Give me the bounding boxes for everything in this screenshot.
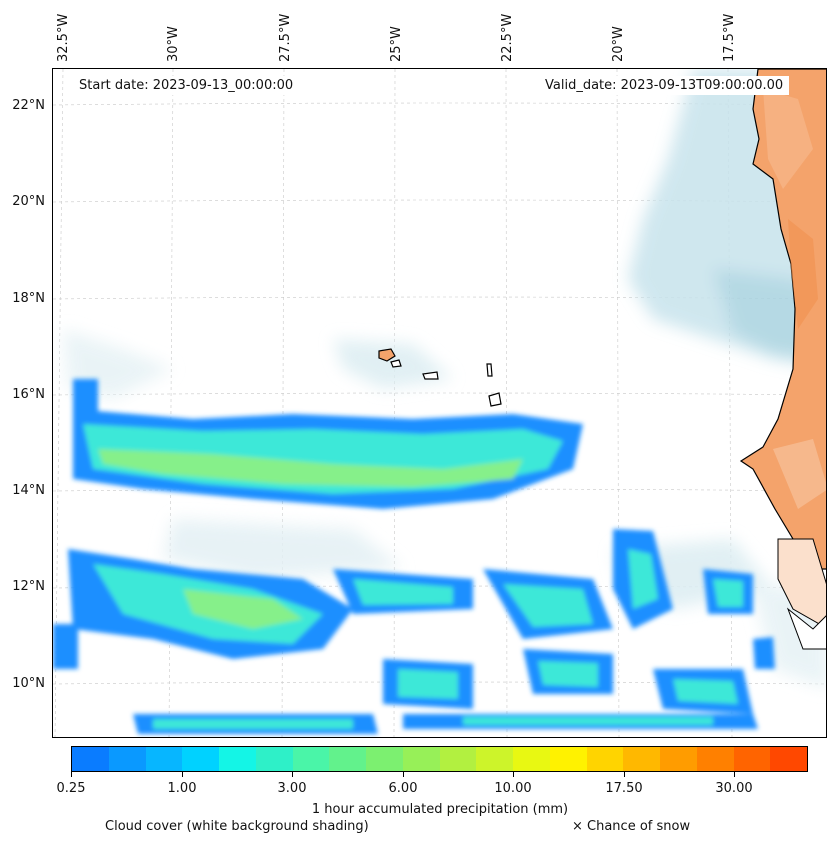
colorbar-label: 10.00 <box>494 781 532 796</box>
cloud-cover-note: Cloud cover (white background shading) <box>105 819 369 834</box>
colorbar-segment <box>292 747 330 771</box>
lat-label: 10°N <box>12 676 45 691</box>
colorbar-segment <box>586 747 624 771</box>
colorbar-segment <box>476 747 513 771</box>
colorbar-label: 30.00 <box>715 781 753 796</box>
lat-label: 14°N <box>12 483 45 498</box>
colorbar-label: 3.00 <box>277 781 307 796</box>
lat-label: 18°N <box>12 291 45 306</box>
colorbar-label: 0.25 <box>56 781 86 796</box>
colorbar-label: 1.00 <box>167 781 197 796</box>
lon-label: 17.5°W <box>722 13 737 62</box>
lon-label: 22.5°W <box>500 13 515 62</box>
colorbar-segment <box>182 747 219 771</box>
lon-label: 20°W <box>611 26 626 62</box>
colorbar-title: 1 hour accumulated precipitation (mm) <box>311 802 569 817</box>
colorbar-segment <box>329 747 366 771</box>
precipitation-map[interactable] <box>52 68 827 738</box>
colorbar-segment <box>660 747 697 771</box>
lat-label: 20°N <box>12 194 45 209</box>
colorbar-segment <box>733 747 771 771</box>
colorbar-tick <box>734 772 735 777</box>
colorbar-tick <box>71 772 72 777</box>
lon-label: 30°W <box>166 26 181 62</box>
colorbar-label: 17.50 <box>605 781 643 796</box>
colorbar-segment <box>108 747 146 771</box>
map-canvas <box>53 69 826 737</box>
snow-note: × Chance of snow <box>572 819 691 834</box>
start-date: Start date: 2023-09-13_00:00:00 <box>73 76 300 95</box>
colorbar-tick <box>513 772 514 777</box>
colorbar-segment <box>145 747 183 771</box>
colorbar-segment <box>513 747 550 771</box>
colorbar-segment <box>770 747 807 771</box>
colorbar-tick <box>182 772 183 777</box>
colorbar-segment <box>72 747 109 771</box>
lat-label: 22°N <box>12 98 45 113</box>
precipitation-field <box>53 379 775 734</box>
colorbar-segment <box>696 747 734 771</box>
lat-label: 16°N <box>12 387 45 402</box>
colorbar-label: 6.00 <box>388 781 418 796</box>
colorbar-segment <box>255 747 293 771</box>
colorbar-tick <box>292 772 293 777</box>
lat-label: 12°N <box>12 579 45 594</box>
colorbar-segment <box>402 747 440 771</box>
lon-label: 25°W <box>389 26 404 62</box>
lon-label: 32.5°W <box>56 13 71 62</box>
colorbar-segment <box>623 747 660 771</box>
colorbar-segment <box>549 747 587 771</box>
colorbar-segment <box>439 747 477 771</box>
colorbar-segment <box>366 747 403 771</box>
lon-label: 27.5°W <box>278 13 293 62</box>
precipitation-colorbar <box>71 746 808 772</box>
colorbar-segment <box>219 747 256 771</box>
colorbar-tick <box>403 772 404 777</box>
land-africa <box>739 69 826 650</box>
valid-date: Valid_date: 2023-09-13T09:00:00.00 <box>539 76 790 95</box>
colorbar-tick <box>624 772 625 777</box>
